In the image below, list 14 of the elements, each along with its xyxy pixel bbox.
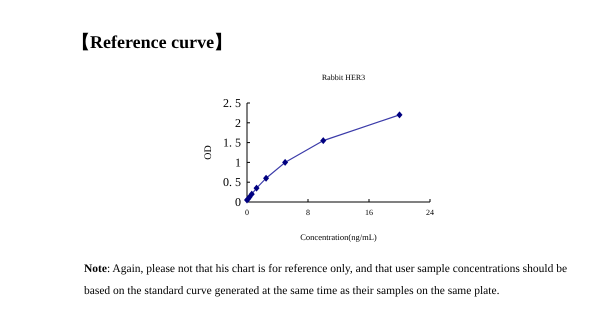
y-tick-label: 0. 5 [223,175,241,190]
x-axis-title: Concentration(ng/mL) [300,232,377,242]
x-tick-label: 0 [245,208,249,217]
text: Note: Again, please not that his chart is for reference only, and that user sample concentrations should be based on the standard curve generated at the same time as their samples on the same plate. [84,262,568,299]
y-tick-label: 2 [235,116,241,130]
chart-subtitle: Rabbit HER3 [322,73,366,82]
x-tick-label: 24 [426,208,434,217]
x-tick-label: 8 [306,208,310,217]
y-tick-label: 1 [235,155,241,170]
x-tick-label: 16 [365,208,373,217]
y-tick-label: 1. 5 [223,136,241,150]
y-axis-title: OD [203,145,214,160]
chart-title: 【Reference curve】 [72,31,232,54]
y-tick-label: 2. 5 [223,96,241,110]
